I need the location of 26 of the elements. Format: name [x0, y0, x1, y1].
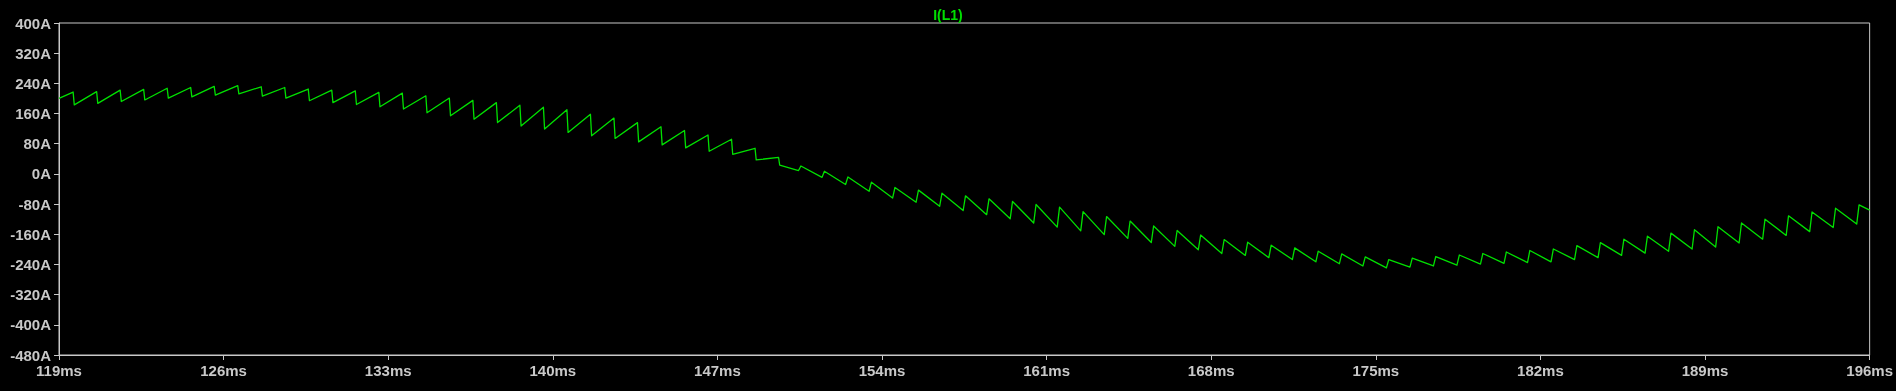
- y-tick-label: 320A: [15, 44, 52, 62]
- x-tick-label: 182ms: [1517, 362, 1564, 379]
- x-tick-label: 119ms: [36, 362, 82, 379]
- chart-title: I(L1): [933, 7, 963, 23]
- x-tick-label: 196ms: [1846, 362, 1894, 379]
- y-tick-label: 160A: [15, 105, 52, 123]
- x-tick-label: 175ms: [1352, 362, 1400, 379]
- x-tick-label: 133ms: [364, 362, 412, 379]
- y-tick-label: -400A: [10, 316, 52, 334]
- y-tick-label: -80A: [18, 195, 52, 213]
- line-series: [58, 84, 1871, 269]
- y-tick-label: -240A: [10, 255, 52, 273]
- x-tick-label: 126ms: [200, 362, 247, 379]
- y-tick-label: 400A: [15, 14, 52, 32]
- x-tick-label: 168ms: [1187, 362, 1235, 379]
- x-tick-label: 140ms: [529, 362, 577, 379]
- x-tick-label: 147ms: [694, 362, 741, 379]
- x-tick-label: 154ms: [858, 362, 906, 379]
- y-tick-label: -320A: [10, 286, 52, 304]
- x-tick-label: 161ms: [1023, 362, 1070, 379]
- x-tick-label: 189ms: [1681, 362, 1729, 379]
- y-tick-label: -480A: [10, 346, 52, 364]
- y-tick-label: 80A: [23, 135, 52, 153]
- y-tick-label: 0A: [31, 165, 52, 183]
- y-tick-label: -160A: [10, 225, 52, 243]
- y-tick-label: 240A: [15, 74, 52, 92]
